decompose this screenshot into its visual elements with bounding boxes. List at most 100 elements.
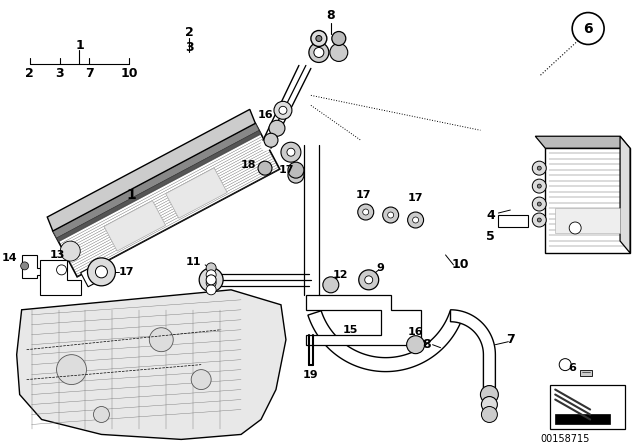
Circle shape [537,202,541,206]
Text: 12: 12 [333,270,349,280]
Circle shape [206,278,216,288]
Bar [545,148,630,253]
Polygon shape [104,201,166,251]
Circle shape [481,386,499,404]
Circle shape [60,241,80,261]
Bar [550,384,625,430]
Circle shape [93,406,109,422]
Circle shape [264,133,278,147]
Circle shape [287,148,295,156]
Text: 17: 17 [355,190,371,200]
Text: 17: 17 [408,193,423,203]
Polygon shape [620,136,630,253]
Circle shape [288,167,304,183]
Circle shape [316,35,322,42]
Circle shape [281,142,301,162]
Circle shape [206,285,216,295]
Circle shape [572,13,604,44]
Circle shape [532,197,547,211]
Text: 16: 16 [258,110,274,121]
Circle shape [314,47,324,57]
Circle shape [288,162,304,178]
Circle shape [323,277,339,293]
Circle shape [191,370,211,390]
Circle shape [206,270,216,280]
Polygon shape [53,123,259,238]
Polygon shape [22,255,44,278]
Polygon shape [535,136,630,148]
Text: 17: 17 [278,165,294,175]
Circle shape [569,222,581,234]
Circle shape [95,266,108,278]
Text: 5: 5 [486,230,495,243]
Circle shape [359,270,379,290]
Circle shape [258,161,272,175]
Text: 13: 13 [50,250,65,260]
Polygon shape [53,123,280,277]
Circle shape [199,268,223,292]
Circle shape [330,43,348,61]
Polygon shape [308,311,463,371]
Circle shape [532,179,547,193]
Bar [556,208,620,233]
Text: 9: 9 [377,263,385,273]
Text: 00158715: 00158715 [541,435,590,444]
Polygon shape [40,260,81,295]
Polygon shape [556,414,610,424]
Text: 11: 11 [186,257,201,267]
Text: 3: 3 [55,67,64,80]
Circle shape [537,184,541,188]
Polygon shape [47,109,255,231]
Circle shape [56,355,86,384]
Text: 7: 7 [85,67,94,80]
Circle shape [332,31,346,46]
Text: 15: 15 [343,325,358,335]
Circle shape [365,276,372,284]
Polygon shape [81,266,101,287]
Circle shape [383,207,399,223]
Circle shape [269,120,285,136]
Circle shape [279,106,287,114]
Text: 17: 17 [118,267,134,277]
Text: 6: 6 [568,362,576,373]
Bar [499,215,528,227]
Circle shape [56,265,67,275]
Text: 19: 19 [303,370,319,379]
Text: 3: 3 [185,41,193,54]
Text: 16: 16 [408,327,424,337]
Circle shape [358,204,374,220]
Circle shape [481,406,497,422]
Text: 10: 10 [452,258,469,271]
Circle shape [413,217,419,223]
Circle shape [537,218,541,222]
Text: 6: 6 [583,22,593,35]
Text: 2: 2 [185,26,193,39]
Polygon shape [166,168,227,218]
Circle shape [311,30,327,47]
Circle shape [88,258,115,286]
Polygon shape [56,130,261,241]
Circle shape [406,336,424,353]
Polygon shape [306,295,420,345]
Polygon shape [17,290,286,439]
Circle shape [149,328,173,352]
Text: 4: 4 [486,208,495,221]
Circle shape [363,209,369,215]
Circle shape [408,212,424,228]
Text: 10: 10 [120,67,138,80]
Circle shape [206,275,216,285]
Bar [580,370,592,375]
Circle shape [309,43,329,62]
Text: 8: 8 [422,338,431,351]
Text: 1: 1 [127,188,136,202]
Text: 7: 7 [506,333,515,346]
Text: 14: 14 [2,253,18,263]
Circle shape [388,212,394,218]
Text: 18: 18 [241,160,256,170]
Polygon shape [451,310,495,395]
Circle shape [274,101,292,119]
Text: 1: 1 [75,39,84,52]
Circle shape [559,359,571,370]
Circle shape [20,262,29,270]
Circle shape [532,213,547,227]
